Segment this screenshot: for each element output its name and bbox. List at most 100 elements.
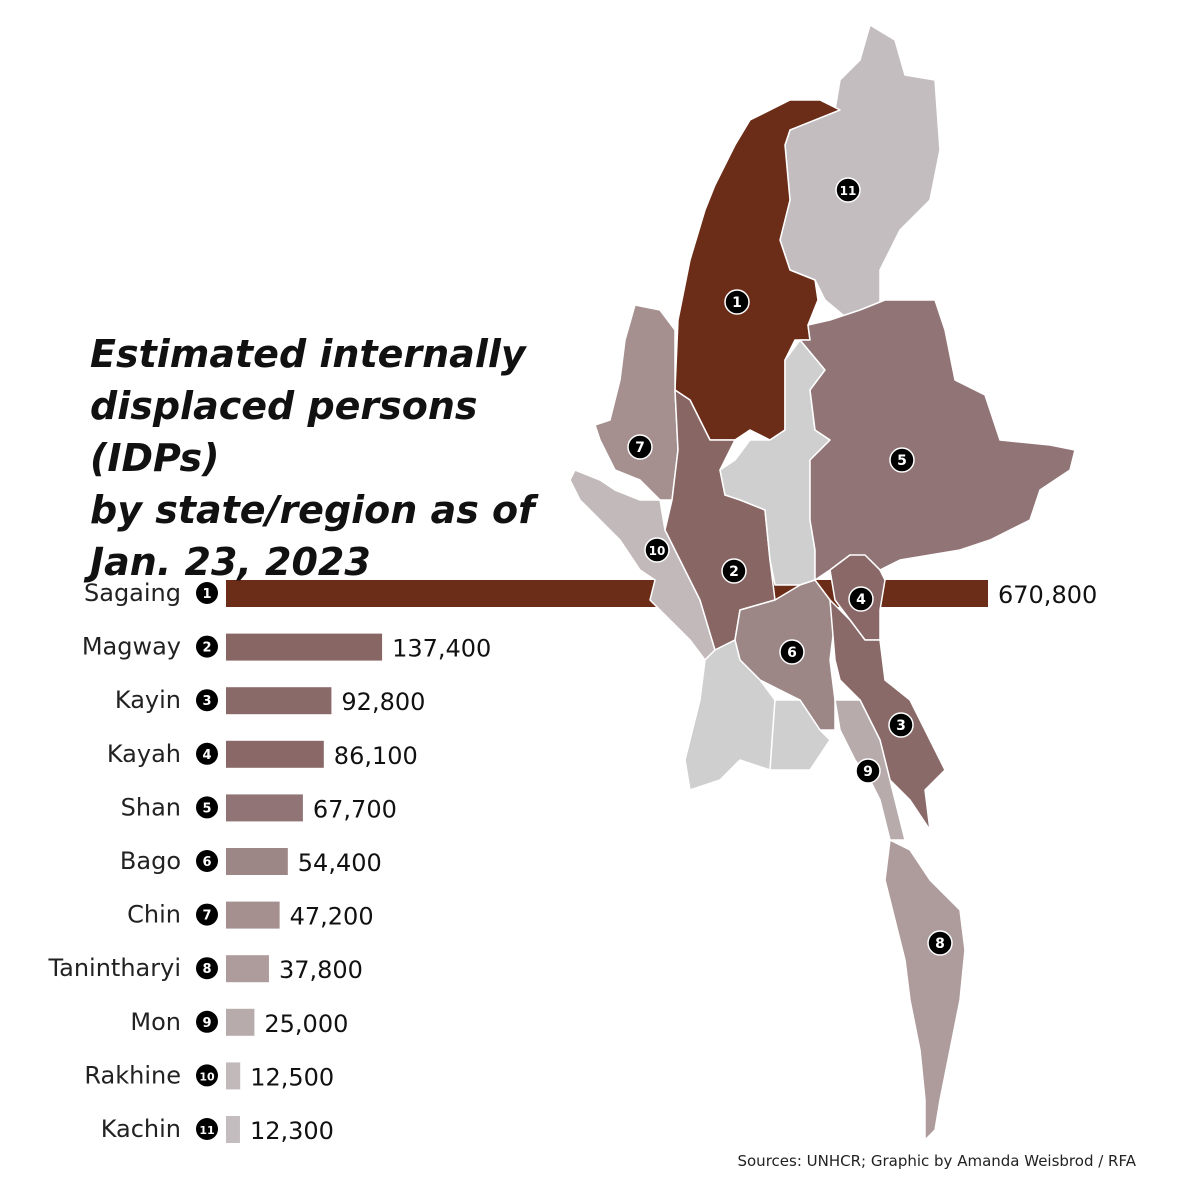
map-marker: 3 bbox=[888, 712, 914, 738]
category-label: Kachin bbox=[101, 1115, 181, 1143]
title-line: Estimated internally bbox=[90, 332, 526, 376]
map-marker-label: 8 bbox=[935, 936, 945, 952]
title-line: by state/region as of bbox=[90, 488, 535, 532]
title-line: Jan. 23, 2023 bbox=[90, 540, 371, 584]
number-badge-label: 7 bbox=[202, 909, 211, 924]
bars: Sagaing 1 670,800 Magway 2 137,400 Kayin 3 92,80… bbox=[47, 579, 1097, 1145]
category-label: Sagaing bbox=[84, 579, 181, 607]
map-marker-label: 10 bbox=[649, 544, 666, 558]
map-marker-circle bbox=[721, 558, 747, 584]
map-region-chin bbox=[594, 304, 679, 501]
map-marker: 11 bbox=[835, 177, 861, 203]
bar-row: Rakhine 10 12,500 bbox=[84, 1061, 334, 1091]
number-badge-label: 10 bbox=[199, 1070, 215, 1083]
map-region-tanintharyi bbox=[884, 839, 966, 1141]
map-marker-circle bbox=[848, 586, 874, 612]
map-region-rakhine bbox=[569, 469, 716, 661]
map-marker: 9 bbox=[855, 758, 881, 784]
map-marker-circle bbox=[855, 758, 881, 784]
map-marker-label: 3 bbox=[896, 718, 906, 734]
bar bbox=[226, 1116, 240, 1143]
chart-title: Estimated internally displaced persons (… bbox=[90, 328, 610, 588]
number-badge-label: 1 bbox=[202, 587, 211, 602]
map-marker: 10 bbox=[644, 537, 670, 563]
bar bbox=[226, 794, 303, 822]
category-label: Magway bbox=[82, 633, 181, 661]
map-region-ayeyarwady bbox=[684, 639, 776, 791]
value-label: 25,000 bbox=[264, 1010, 348, 1038]
number-badge bbox=[196, 742, 218, 765]
number-badge-label: 8 bbox=[202, 962, 211, 977]
value-label: 137,400 bbox=[392, 635, 491, 663]
category-label: Rakhine bbox=[84, 1061, 181, 1089]
bar-row: Kayin 3 92,800 bbox=[115, 686, 426, 716]
map-marker: 1 bbox=[724, 289, 750, 315]
map-marker-circle bbox=[644, 537, 670, 563]
map-marker-label: 4 bbox=[856, 592, 866, 608]
number-badge bbox=[196, 903, 218, 926]
title-line: displaced persons (IDPs) bbox=[90, 384, 478, 480]
map-marker-circle bbox=[779, 639, 805, 665]
bar-row: Kachin 11 12,300 bbox=[101, 1115, 334, 1145]
source-note: Sources: UNHCR; Graphic by Amanda Weisbr… bbox=[737, 1152, 1136, 1170]
map-marker-circle bbox=[835, 177, 861, 203]
map-marker-circle bbox=[724, 289, 750, 315]
map-marker-label: 1 bbox=[732, 295, 742, 311]
bar-row: Bago 6 54,400 bbox=[120, 847, 382, 877]
number-badge-label: 6 bbox=[202, 855, 211, 870]
number-badge bbox=[196, 850, 218, 872]
bar-row: Kayah 4 86,100 bbox=[107, 740, 418, 770]
category-label: Kayah bbox=[107, 740, 181, 768]
map-marker-label: 6 bbox=[787, 645, 797, 661]
value-label: 12,300 bbox=[250, 1117, 334, 1145]
map-marker: 2 bbox=[721, 558, 747, 584]
value-label: 86,100 bbox=[334, 742, 418, 770]
number-badge bbox=[196, 957, 218, 980]
bar bbox=[226, 740, 324, 768]
bar bbox=[226, 955, 269, 983]
bar-row: Mon 9 25,000 bbox=[130, 1008, 348, 1038]
map-region-shan bbox=[799, 299, 1076, 581]
value-label: 67,700 bbox=[313, 795, 397, 823]
number-badge bbox=[196, 1010, 218, 1033]
number-badge-label: 3 bbox=[202, 694, 211, 709]
number-badge bbox=[196, 1064, 218, 1087]
number-badge bbox=[196, 582, 218, 604]
value-label: 12,500 bbox=[250, 1063, 334, 1091]
category-label: Mon bbox=[130, 1008, 181, 1036]
bar bbox=[226, 848, 288, 875]
value-label: 37,800 bbox=[279, 956, 363, 984]
map-marker-label: 9 bbox=[863, 764, 873, 780]
number-badge bbox=[196, 796, 218, 819]
number-badge-label: 11 bbox=[199, 1124, 214, 1137]
number-badge-label: 4 bbox=[202, 748, 211, 763]
map-marker-label: 7 bbox=[635, 440, 645, 456]
map-marker-circle bbox=[927, 930, 953, 956]
category-label: Chin bbox=[127, 901, 181, 929]
map-marker: 7 bbox=[627, 434, 653, 460]
map-marker: 4 bbox=[848, 586, 874, 612]
bar bbox=[226, 633, 383, 661]
bar bbox=[226, 1008, 255, 1036]
category-label: Shan bbox=[121, 793, 181, 821]
bar bbox=[226, 901, 280, 929]
map-marker-circle bbox=[888, 712, 914, 738]
bar-row: Magway 2 137,400 bbox=[82, 633, 492, 663]
number-badge bbox=[196, 1118, 218, 1140]
map-marker-circle bbox=[889, 447, 915, 473]
value-label: 92,800 bbox=[341, 688, 425, 716]
category-label: Bago bbox=[120, 847, 181, 875]
value-label: 47,200 bbox=[290, 903, 374, 931]
number-badge-label: 5 bbox=[202, 801, 211, 816]
value-label: 54,400 bbox=[298, 849, 382, 877]
map-marker-label: 11 bbox=[840, 184, 857, 198]
map-region-kayin bbox=[829, 599, 946, 831]
bar bbox=[226, 687, 332, 715]
bar-row: Tanintharyi 8 37,800 bbox=[47, 954, 362, 984]
myanmar-map: 1 2 3 4 5 6 7 8 9 10 11 bbox=[569, 24, 1076, 1141]
bar-row: Chin 7 47,200 bbox=[127, 901, 373, 931]
number-badge-label: 9 bbox=[202, 1016, 211, 1031]
number-badge bbox=[196, 635, 218, 658]
map-marker: 6 bbox=[779, 639, 805, 665]
